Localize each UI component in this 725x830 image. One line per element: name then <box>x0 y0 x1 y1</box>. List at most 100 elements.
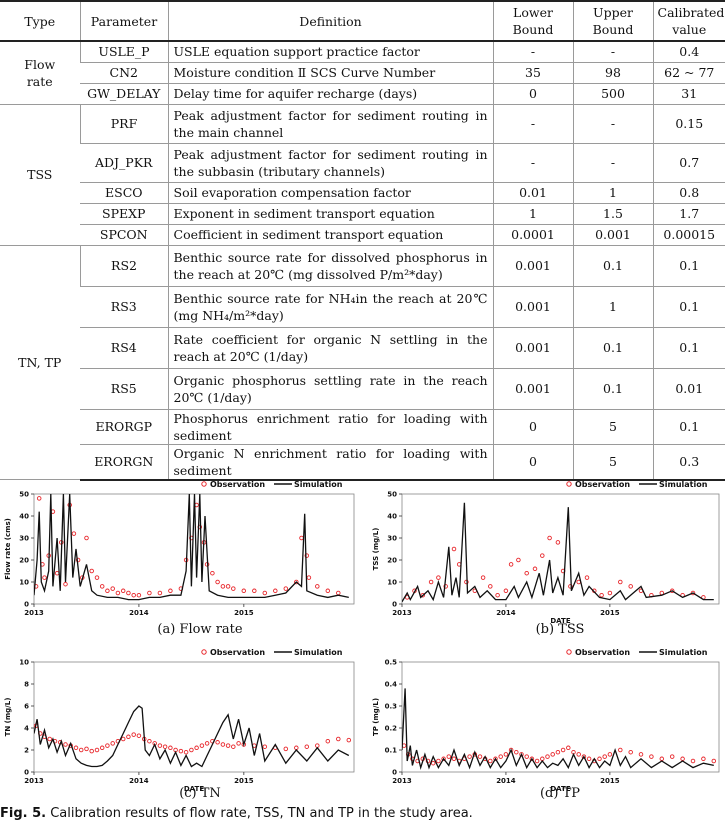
observation-point <box>215 740 220 745</box>
observation-point <box>336 736 341 742</box>
observation-point <box>262 744 268 749</box>
y-axis-label: TSS (mg/L) <box>372 528 380 571</box>
observation-point <box>157 590 163 596</box>
y-axis-label: TP (mg/L) <box>372 698 380 736</box>
table-header: Type Parameter Definition Lower Bound Upper … <box>0 0 725 42</box>
observation-point <box>136 592 142 598</box>
observation-point <box>42 575 47 580</box>
x-axis-label: DATE <box>550 617 570 625</box>
calibrated-value-cell: 62 ~ 77 <box>652 62 725 84</box>
table-row: ESCO Soil evaporation compensation factor… <box>0 182 725 204</box>
definition-cell: Benthic source rate for NH₄in the reach … <box>167 286 493 328</box>
observation-point <box>110 741 115 746</box>
y-tick-label: 2 <box>24 747 29 755</box>
chart-flow-rate: 0 10 20 30 40 50 2013 2014 2015 Flow rate (cms) Ob… <box>4 480 355 617</box>
table-row: Flow rate USLE_P USLE equation support pra… <box>0 41 725 105</box>
type-cell: TSS <box>0 103 80 246</box>
lower-bound-cell: 0 <box>492 444 573 481</box>
observation-point <box>669 754 675 759</box>
observation-point <box>597 756 602 762</box>
upper-bound-cell: 0.001 <box>572 224 653 246</box>
observation-point <box>584 575 590 580</box>
observation-point <box>586 756 592 762</box>
table-row: SPCON Coefficient in sediment transport e… <box>0 224 725 246</box>
figure-text: Calibration results of flow rate, TSS, T… <box>50 806 473 821</box>
header-cell: Parameter <box>79 0 168 42</box>
observation-point <box>446 754 452 759</box>
observation-point <box>451 546 457 552</box>
y-tick-label: 10 <box>19 579 29 587</box>
observation-point <box>441 756 446 762</box>
x-tick-label: 2015 <box>600 777 620 785</box>
calibrated-value-cell: 0.1 <box>652 327 725 369</box>
upper-bound-cell: 5 <box>572 444 653 481</box>
lower-bound-cell: - <box>492 41 573 63</box>
observation-point <box>315 584 320 589</box>
parameter-cell: ADJ_PKR <box>80 143 168 183</box>
observation-point <box>519 752 524 757</box>
chart-tss: 0 10 20 30 40 50 2013 2014 2015 DATE TSS (mg/L) Obs… <box>372 480 720 625</box>
parameter-cell: USLE_P <box>79 41 168 63</box>
observation-point <box>464 579 469 585</box>
definition-cell: Benthic source rate for dissolved phosph… <box>167 244 493 287</box>
y-tick-label: 0 <box>24 769 29 777</box>
observation-point <box>120 588 126 594</box>
observation-point <box>225 743 231 748</box>
observation-point <box>63 581 68 587</box>
y-axis-label: TN (mg/L) <box>4 698 12 737</box>
observation-point <box>299 535 304 541</box>
observation-point <box>71 531 77 536</box>
definition-cell: Delay time for aquifer recharge (days) <box>167 83 493 105</box>
observation-point <box>576 752 581 757</box>
definition-cell: USLE equation support practice factor <box>167 41 493 63</box>
observation-point <box>283 586 289 591</box>
legend-observation-label: Observation <box>210 480 265 489</box>
header-cell: Calibrated value <box>652 0 725 42</box>
x-tick-label: 2014 <box>129 777 149 785</box>
calibrated-value-cell: 0.4 <box>652 41 725 63</box>
parameter-cell: ERORGN <box>80 444 168 481</box>
calibrated-value-cell: 31 <box>652 83 725 105</box>
parameter-cell: RS4 <box>80 327 168 369</box>
observation-point <box>225 584 231 589</box>
lower-bound-cell: 0.001 <box>492 327 573 369</box>
table-row: RS4 Rate coefficient for organic N settli… <box>0 327 725 369</box>
y-tick-label: 0.2 <box>385 725 398 733</box>
upper-bound-cell: - <box>572 41 653 63</box>
table-row: ERORGN Organic N enrichment ratio for loa… <box>0 444 725 481</box>
observation-point <box>294 579 299 585</box>
parameter-cell: GW_DELAY <box>80 83 168 105</box>
observation-point <box>529 756 535 762</box>
legend-observation-marker <box>201 649 207 655</box>
type-cell: TN, TP <box>0 244 80 480</box>
header-cell: Definition <box>167 0 493 42</box>
legend-observation-label: Observation <box>575 648 630 657</box>
legend-simulation-label: Simulation <box>659 648 708 657</box>
table-row: TSS PRF Peak adjustment factor for sedimen… <box>0 103 725 246</box>
table-row: RS5 Organic phosphorus settling rate in t… <box>0 368 725 410</box>
table-row: SPEXP Exponent in sediment transport equa… <box>0 203 725 225</box>
upper-bound-cell: 5 <box>572 409 653 445</box>
observation-point <box>178 748 184 754</box>
legend-simulation-label: Simulation <box>659 480 708 489</box>
observation-point <box>550 752 555 757</box>
observation-point <box>89 748 94 754</box>
x-tick-label: 2014 <box>496 609 516 617</box>
definition-cell: Phosphorus enrichment ratio for loading … <box>167 409 493 445</box>
observation-point <box>126 734 131 740</box>
observation-point <box>488 758 493 764</box>
calibrated-value-cell: 0.1 <box>652 409 725 445</box>
definition-cell: Organic phosphorus settling rate in the … <box>167 368 493 410</box>
simulation-series-line <box>402 688 714 771</box>
y-tick-label: 50 <box>387 491 397 499</box>
observation-point <box>325 588 331 594</box>
y-tick-label: 10 <box>387 579 397 587</box>
observation-point <box>680 756 685 762</box>
observation-point <box>194 745 199 751</box>
table-row: ADJ_PKR Peak adjustment factor for sedime… <box>0 143 725 183</box>
observation-point <box>638 752 644 757</box>
observation-point <box>336 590 341 596</box>
caption-flow: (a) Flow rate <box>157 622 243 637</box>
lower-bound-cell: 1 <box>492 203 573 225</box>
chart-panel-flow: 0 10 20 30 40 50 2013 2014 2015 Flow rate (cms) Ob… <box>0 476 360 626</box>
